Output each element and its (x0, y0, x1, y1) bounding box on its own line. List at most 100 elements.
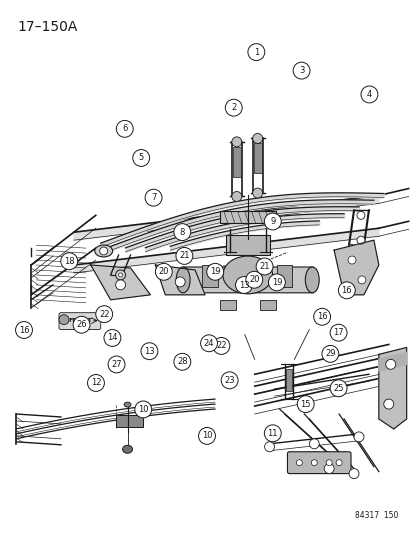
Bar (253, 143, 261, 173)
FancyBboxPatch shape (181, 267, 313, 293)
Circle shape (221, 372, 237, 389)
Text: 21: 21 (179, 252, 189, 261)
Circle shape (231, 191, 241, 201)
Circle shape (115, 270, 125, 280)
Text: 8: 8 (179, 228, 185, 237)
Ellipse shape (95, 245, 112, 257)
Polygon shape (333, 240, 378, 295)
Circle shape (245, 271, 262, 288)
Circle shape (385, 359, 395, 369)
Bar (202, 265, 217, 287)
Text: 16: 16 (316, 312, 327, 321)
Text: 22: 22 (99, 310, 109, 319)
Text: 6: 6 (122, 124, 127, 133)
Text: 17–150A: 17–150A (17, 20, 78, 34)
Circle shape (264, 442, 274, 452)
Circle shape (329, 380, 346, 397)
Circle shape (264, 213, 280, 230)
Text: 27: 27 (111, 360, 121, 369)
Bar (225, 235, 269, 255)
Circle shape (268, 274, 285, 291)
Circle shape (347, 256, 355, 264)
Circle shape (311, 459, 316, 466)
Circle shape (104, 329, 121, 346)
Circle shape (329, 324, 346, 341)
Text: 84317  150: 84317 150 (354, 511, 398, 520)
Text: 19: 19 (271, 278, 282, 287)
Circle shape (175, 277, 185, 287)
Text: 20: 20 (249, 275, 259, 284)
Bar (286, 369, 292, 391)
Text: 2: 2 (230, 103, 236, 112)
Circle shape (173, 224, 190, 240)
Circle shape (325, 459, 331, 466)
Circle shape (173, 353, 190, 370)
Circle shape (252, 188, 262, 198)
Text: 28: 28 (177, 357, 187, 366)
Text: 13: 13 (144, 346, 154, 356)
Circle shape (256, 258, 272, 275)
FancyBboxPatch shape (59, 313, 100, 329)
Bar (232, 147, 240, 176)
Polygon shape (155, 265, 204, 295)
Text: 23: 23 (224, 376, 234, 385)
Circle shape (155, 263, 172, 280)
Circle shape (108, 356, 125, 373)
Circle shape (357, 276, 365, 284)
Ellipse shape (176, 267, 190, 293)
Text: 25: 25 (332, 384, 343, 393)
Polygon shape (31, 215, 95, 265)
Text: 15: 15 (300, 400, 310, 409)
Circle shape (133, 150, 149, 166)
Polygon shape (90, 265, 150, 300)
Circle shape (309, 439, 318, 449)
Circle shape (95, 306, 112, 322)
Text: 29: 29 (324, 349, 335, 358)
Text: 26: 26 (76, 320, 87, 329)
Circle shape (200, 335, 217, 352)
Polygon shape (31, 248, 95, 295)
Circle shape (198, 427, 215, 445)
Polygon shape (378, 348, 406, 429)
Circle shape (145, 189, 161, 206)
Circle shape (247, 44, 264, 61)
Circle shape (356, 236, 364, 244)
Circle shape (297, 395, 313, 413)
Text: 16: 16 (19, 326, 29, 335)
Text: 7: 7 (150, 193, 156, 202)
Text: 13: 13 (238, 280, 249, 289)
Text: 20: 20 (158, 267, 169, 276)
Circle shape (335, 459, 341, 466)
Circle shape (176, 247, 192, 264)
Text: 1: 1 (253, 47, 259, 56)
Circle shape (296, 459, 301, 466)
Circle shape (360, 86, 377, 103)
Circle shape (135, 401, 151, 418)
Text: 21: 21 (259, 262, 269, 271)
Circle shape (337, 282, 354, 299)
Circle shape (73, 316, 90, 333)
Text: 24: 24 (203, 339, 214, 348)
Circle shape (235, 277, 252, 294)
Bar (259, 300, 275, 310)
Circle shape (252, 133, 262, 143)
Circle shape (353, 432, 363, 442)
Text: 18: 18 (64, 257, 74, 266)
Text: FRONT: FRONT (68, 318, 92, 323)
Text: 17: 17 (332, 328, 343, 337)
Polygon shape (74, 196, 378, 240)
Polygon shape (74, 228, 378, 273)
Circle shape (313, 309, 330, 325)
Circle shape (206, 263, 223, 280)
Text: 12: 12 (90, 378, 101, 387)
Circle shape (231, 137, 241, 147)
Text: 22: 22 (216, 342, 226, 350)
Circle shape (264, 425, 280, 442)
Circle shape (87, 375, 104, 391)
Text: 4: 4 (366, 90, 371, 99)
Text: 19: 19 (209, 267, 220, 276)
Text: 14: 14 (107, 334, 117, 343)
Text: 11: 11 (267, 429, 278, 438)
Circle shape (115, 280, 125, 290)
Circle shape (116, 120, 133, 138)
